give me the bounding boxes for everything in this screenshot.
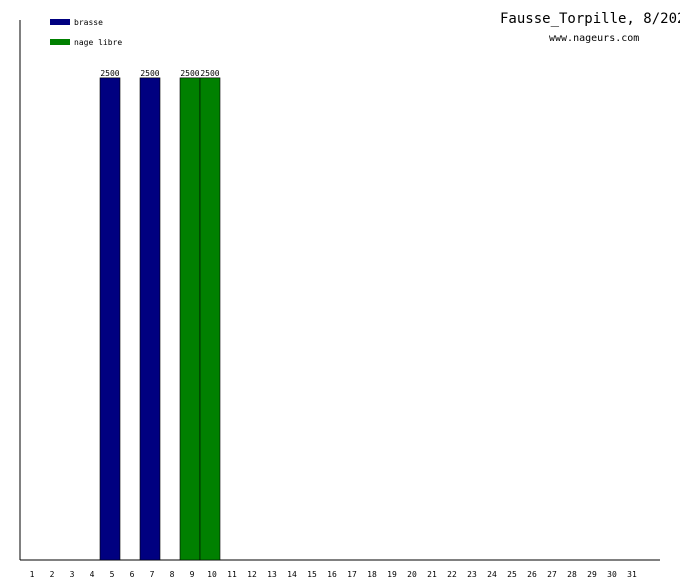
x-tick-label: 13 <box>267 570 277 579</box>
value-label: 2500 <box>100 69 119 78</box>
x-tick-label: 21 <box>427 570 437 579</box>
x-tick-label: 25 <box>507 570 517 579</box>
x-tick-label: 9 <box>190 570 195 579</box>
x-tick-label: 30 <box>607 570 617 579</box>
x-tick-label: 4 <box>90 570 95 579</box>
x-tick-label: 24 <box>487 570 497 579</box>
x-tick-label: 8 <box>170 570 175 579</box>
x-tick-label: 2 <box>50 570 55 579</box>
x-tick-label: 27 <box>547 570 557 579</box>
x-tick-label: 3 <box>70 570 75 579</box>
x-tick-label: 14 <box>287 570 297 579</box>
x-tick-label: 23 <box>467 570 477 579</box>
x-tick-label: 20 <box>407 570 417 579</box>
x-tick-label: 22 <box>447 570 457 579</box>
x-tick-label: 26 <box>527 570 537 579</box>
legend-swatch <box>50 19 70 25</box>
x-tick-label: 17 <box>347 570 357 579</box>
x-tick-label: 15 <box>307 570 317 579</box>
bar <box>99 77 121 561</box>
x-tick-label: 1 <box>30 570 35 579</box>
x-tick-label: 16 <box>327 570 337 579</box>
x-tick-label: 11 <box>227 570 237 579</box>
value-label: 2500 <box>200 69 219 78</box>
x-tick-label: 18 <box>367 570 377 579</box>
chart-title: Fausse_Torpille, 8/2025 <box>500 11 680 27</box>
x-tick-label: 29 <box>587 570 597 579</box>
x-tick-label: 7 <box>150 570 155 579</box>
x-tick-label: 12 <box>247 570 257 579</box>
x-tick-label: 5 <box>110 570 115 579</box>
legend-label: brasse <box>74 18 103 27</box>
x-tick-label: 31 <box>627 570 637 579</box>
bar <box>179 77 201 561</box>
bar <box>199 77 221 561</box>
x-tick-label: 6 <box>130 570 135 579</box>
x-tick-label: 28 <box>567 570 577 579</box>
value-label: 2500 <box>140 69 159 78</box>
x-tick-label: 10 <box>207 570 217 579</box>
legend-label: nage libre <box>74 38 122 47</box>
chart-subtitle: www.nageurs.com <box>549 33 639 44</box>
x-tick-label: 19 <box>387 570 397 579</box>
value-label: 2500 <box>180 69 199 78</box>
legend-swatch <box>50 39 70 45</box>
bar <box>139 77 161 561</box>
